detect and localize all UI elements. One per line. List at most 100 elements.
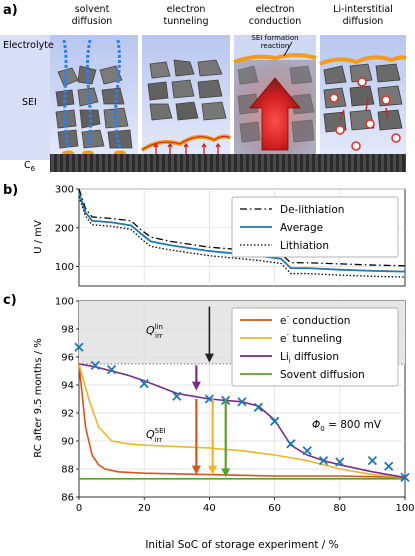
series-e-conduction: [78, 363, 406, 479]
panel-c-label: c): [3, 293, 17, 308]
y-tick-label: 200: [55, 223, 74, 234]
label-electrolyte: Electrolyte: [3, 40, 54, 51]
x-tick-label: 100: [395, 503, 414, 514]
data-point-marker: [90, 360, 100, 371]
data-point-marker: [335, 457, 345, 467]
x-tick-label: 60: [268, 503, 281, 514]
panel-c-ylabel: RC after 9.5 months / %: [33, 338, 44, 457]
reaction-layer-col3: [233, 53, 317, 64]
x-tick-label: 20: [138, 503, 151, 514]
data-point-marker: [106, 364, 117, 375]
mechanism-columns: [0, 35, 406, 160]
tunneling-arrows: [153, 142, 221, 154]
irreversible-loss-arrow: [208, 399, 218, 475]
panel-a-label: a): [3, 3, 18, 18]
data-point-marker: [400, 472, 410, 483]
panel-c-xlabel: Initial SoC of storage experiment / %: [145, 539, 338, 551]
title-electron-conduction-2: conduction: [249, 16, 302, 27]
data-point-marker: [367, 455, 378, 466]
phi0-annotation: Φ0 = 800 mV: [312, 419, 382, 433]
y-tick-label: 92: [61, 409, 74, 420]
panel-c-markers: [74, 342, 410, 483]
panel-c-y-ticks: 86 88 90 92 94 96 98 100: [55, 297, 79, 504]
panel-c-series: [78, 363, 406, 480]
label-sei: SEI: [22, 97, 37, 108]
sei-reaction-annotation-line2: reaction: [261, 42, 290, 50]
x-tick-label: 40: [203, 503, 216, 514]
y-tick-label: 94: [61, 381, 74, 392]
q-lin-annotation: Qlin irr: [146, 323, 163, 340]
y-tick-label: 100: [55, 262, 74, 273]
reaction-layer-col4: [319, 55, 407, 66]
title-solvent-diffusion-1: solvent: [75, 4, 110, 15]
series-e-tunneling: [78, 363, 406, 479]
data-point-marker: [139, 378, 149, 389]
panel-c-x-ticks: 0 20 40 60 80 100: [76, 497, 415, 514]
q-sei-annotation: QSEI irr: [146, 427, 166, 444]
title-li-diffusion-1: Li-interstitial: [333, 4, 393, 15]
data-point-marker: [269, 416, 280, 427]
big-red-arrow: [249, 77, 301, 151]
x-tick-label: 0: [76, 503, 82, 514]
mechanism-titles: solvent diffusion electron tunneling ele…: [72, 4, 393, 27]
data-point-marker: [318, 455, 329, 466]
title-electron-conduction-1: electron: [256, 4, 295, 15]
title-electron-tunneling-2: tunneling: [164, 16, 209, 27]
irreversible-loss-arrow: [221, 399, 231, 478]
legend-box: [231, 307, 399, 387]
legend-box: [231, 196, 399, 258]
y-tick-label: 98: [61, 325, 74, 336]
label-c6: C6: [24, 160, 36, 173]
legend-label: Lii diffusion: [280, 351, 339, 365]
sei-grains-col1: [55, 65, 133, 149]
li-interstitials: [329, 77, 401, 151]
data-point-marker: [286, 439, 296, 449]
y-tick-label: 88: [61, 465, 74, 476]
panel-b-series: [78, 188, 406, 278]
li-diffusion-arrows: [339, 97, 389, 121]
panel-b-y-ticks: 100 200 300: [55, 185, 79, 273]
data-point-marker: [384, 461, 394, 471]
data-point-marker: [237, 397, 247, 407]
y-tick-label: 86: [61, 493, 74, 504]
irreversible-loss-arrow: [191, 365, 201, 391]
panel-b-label: b): [3, 183, 18, 198]
y-tick-label: 90: [61, 437, 74, 448]
x-tick-label: 80: [333, 503, 346, 514]
title-li-diffusion-2: diffusion: [343, 16, 384, 27]
panel-b-voltage-chart: b) 100 200 300 U / mV De-lithiation Average…: [3, 183, 406, 287]
irreversible-loss-arrow: [204, 306, 214, 363]
series-average: [78, 192, 406, 273]
data-point-marker: [253, 402, 263, 413]
y-tick-label: 100: [55, 297, 74, 308]
panel-c-capacity-chart: c) 0 20 40 60 80 100 86 88 90 92 94 96 98 100 Initia…: [3, 293, 415, 551]
solvent-paths: [62, 39, 122, 149]
series-de-lithiation: [78, 188, 406, 267]
legend-label: Average: [280, 222, 323, 234]
legend-label: De-lithiation: [280, 204, 344, 216]
panel-c-arrows: [191, 306, 231, 478]
legend-label: Sovent diffusion: [280, 369, 365, 381]
data-point-marker: [302, 446, 312, 456]
data-point-marker: [172, 391, 182, 401]
data-point-marker: [74, 342, 84, 352]
legend-label: e- tunneling: [280, 331, 342, 345]
legend-label: e- conduction: [280, 313, 350, 327]
panel-b-legend: De-lithiation Average Lithiation: [231, 196, 399, 258]
annotation-arrow: [283, 41, 293, 57]
panel-a-illustration: a): [0, 3, 407, 173]
irreversible-loss-arrow: [191, 399, 201, 475]
series-li-i-diffusion: [78, 363, 406, 479]
c6-electrode: [50, 154, 406, 172]
title-electron-tunneling-1: electron: [167, 4, 206, 15]
legend-label: Lithiation: [280, 240, 329, 252]
panel-b-ylabel: U / mV: [33, 220, 44, 254]
y-tick-label: 96: [61, 353, 74, 364]
sei-grains-col2: [147, 59, 227, 121]
sei-reaction-annotation-line1: SEI formation: [251, 34, 298, 42]
title-solvent-diffusion-2: diffusion: [72, 16, 113, 27]
y-tick-label: 300: [55, 185, 74, 196]
